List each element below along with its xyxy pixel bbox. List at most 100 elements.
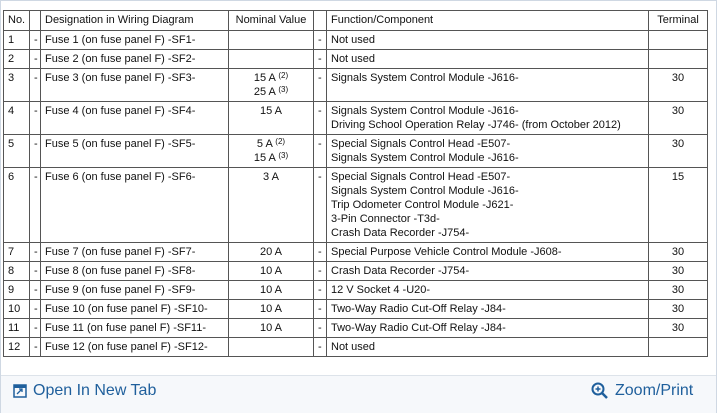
nominal-value: 10 A [228, 280, 314, 300]
function-line: Signals System Control Module -J616- [331, 152, 519, 164]
function-line: Not used [331, 34, 376, 46]
function-component: Special Signals Control Head -E507- Signa… [326, 167, 649, 243]
footnote-ref: (3) [278, 151, 289, 160]
function-line: Special Signals Control Head -E507- [331, 171, 511, 183]
row-number: 10 [3, 299, 30, 319]
function-line: Crash Data Recorder -J754- [331, 227, 470, 239]
nominal-value: 10 A [228, 318, 314, 338]
nominal-line: 10 A [233, 302, 309, 316]
terminal [648, 337, 708, 357]
function-component: Not used [326, 337, 649, 357]
zoom-print[interactable]: Zoom/Print [591, 382, 693, 400]
separator: - [29, 167, 41, 243]
function-component: Signals System Control Module -J616- [326, 68, 649, 102]
separator: - [29, 242, 41, 262]
nominal-text: 10 A [259, 265, 283, 277]
table-row: 6- Fuse 6 (on fuse panel F) -SF6- 3 A - Spec… [3, 167, 708, 243]
footnote-ref: (3) [278, 85, 289, 94]
nominal-value [228, 49, 314, 69]
function-line: Special Purpose Vehicle Control Module -… [331, 246, 562, 258]
header-row: No. Designation in Wiring Diagram Nominal … [3, 10, 708, 31]
row-number: 9 [3, 280, 30, 300]
function-line: Two-Way Radio Cut-Off Relay -J84- [331, 303, 506, 315]
separator: - [313, 337, 327, 357]
table-row: 4- Fuse 4 (on fuse panel F) -SF4- 15 A - Sig… [3, 101, 708, 135]
function-component: Signals System Control Module -J616- Driv… [326, 101, 649, 135]
nominal-line: 10 A [233, 321, 309, 335]
designation: Fuse 12 (on fuse panel F) -SF12- [40, 337, 229, 357]
nominal-line: 20 A [233, 245, 309, 259]
function-line: Not used [331, 341, 376, 353]
designation: Fuse 11 (on fuse panel F) -SF11- [40, 318, 229, 338]
separator: - [313, 30, 327, 50]
terminal: 30 [648, 299, 708, 319]
separator: - [313, 318, 327, 338]
open-link-text: Open In New Tab [33, 382, 157, 399]
designation: Fuse 9 (on fuse panel F) -SF9- [40, 280, 229, 300]
open-in-new-tab[interactable]: Open In New Tab [13, 382, 156, 400]
separator: - [29, 101, 41, 135]
nominal-text: 25 A [253, 86, 276, 98]
footer: Open In New Tab Zoom/Print [1, 375, 716, 413]
terminal: 30 [648, 68, 708, 102]
nominal-line: 25 A (3) [233, 85, 309, 99]
row-number: 6 [3, 167, 30, 243]
separator: - [29, 134, 41, 168]
nominal-value: 20 A [228, 242, 314, 262]
footnote-ref: (2) [278, 71, 289, 80]
designation: Fuse 4 (on fuse panel F) -SF4- [40, 101, 229, 135]
table-row: 10- Fuse 10 (on fuse panel F) -SF10- 10 A-… [3, 299, 708, 319]
fuse-table: No. Designation in Wiring Diagram Nominal … [3, 10, 708, 357]
header-cell [29, 10, 41, 31]
row-number: 11 [3, 318, 30, 338]
terminal [648, 30, 708, 50]
terminal: 30 [648, 101, 708, 135]
separator: - [29, 261, 41, 281]
row-number: 5 [3, 134, 30, 168]
terminal: 30 [648, 261, 708, 281]
nominal-text: 15 A [253, 152, 276, 164]
table-row: 1- Fuse 1 (on fuse panel F) -SF1- - Not use… [3, 30, 708, 50]
function-line: 12 V Socket 4 -U20- [331, 284, 431, 296]
terminal: 30 [648, 134, 708, 168]
nominal-text: 15 A [259, 105, 283, 117]
function-line: Crash Data Recorder -J754- [331, 265, 470, 277]
terminal: 15 [648, 167, 708, 243]
row-number: 12 [3, 337, 30, 357]
nominal-value: 10 A [228, 261, 314, 281]
header-cell: Nominal Value [228, 10, 314, 31]
table-row: 5- Fuse 5 (on fuse panel F) -SF5- 5 A (2) 1… [3, 134, 708, 168]
separator: - [313, 299, 327, 319]
row-number: 8 [3, 261, 30, 281]
separator: - [29, 30, 41, 50]
footnote-ref: (2) [275, 137, 286, 146]
header-cell [313, 10, 327, 31]
designation: Fuse 2 (on fuse panel F) -SF2- [40, 49, 229, 69]
function-line: Special Signals Control Head -E507- [331, 138, 511, 150]
function-component: Special Signals Control Head -E507- Signa… [326, 134, 649, 168]
separator: - [313, 167, 327, 243]
header-cell: Terminal [648, 10, 708, 31]
nominal-text: 3 A [263, 171, 279, 183]
nominal-value [228, 337, 314, 357]
function-component: Two-Way Radio Cut-Off Relay -J84- [326, 318, 649, 338]
nominal-value: 15 A [228, 101, 314, 135]
function-component: Special Purpose Vehicle Control Module -… [326, 242, 649, 262]
function-component: 12 V Socket 4 -U20- [326, 280, 649, 300]
separator: - [29, 280, 41, 300]
zoom-link-text: Zoom/Print [615, 382, 694, 399]
function-line: Signals System Control Module -J616- [331, 105, 519, 117]
separator: - [313, 134, 327, 168]
function-line: Signals System Control Module -J616- [331, 72, 519, 84]
nominal-line: 15 A [233, 104, 309, 118]
table-row: 11- Fuse 11 (on fuse panel F) -SF11- 10 A-… [3, 318, 708, 338]
nominal-line: 5 A (2) [233, 137, 309, 151]
row-number: 2 [3, 49, 30, 69]
designation: Fuse 3 (on fuse panel F) -SF3- [40, 68, 229, 102]
separator: - [29, 68, 41, 102]
designation: Fuse 7 (on fuse panel F) -SF7- [40, 242, 229, 262]
header-cell: Designation in Wiring Diagram [40, 10, 229, 31]
row-number: 3 [3, 68, 30, 102]
separator: - [313, 49, 327, 69]
nominal-text: 5 A [256, 138, 273, 150]
